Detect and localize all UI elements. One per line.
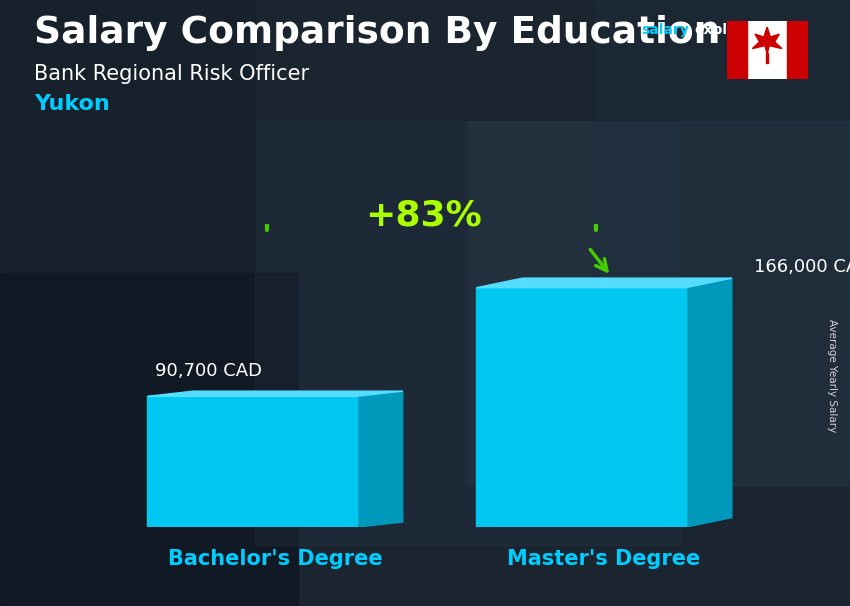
Bar (727, 21, 747, 79)
Bar (0, 273, 298, 606)
Polygon shape (686, 278, 732, 527)
Text: salary: salary (642, 23, 689, 37)
Text: explorer.com: explorer.com (694, 23, 796, 37)
Text: Average Yearly Salary: Average Yearly Salary (827, 319, 837, 432)
Bar (147, 396, 357, 527)
Text: 166,000 CAD: 166,000 CAD (754, 258, 850, 276)
Text: Bank Regional Risk Officer: Bank Regional Risk Officer (34, 64, 309, 84)
Text: +83%: +83% (366, 199, 482, 233)
Polygon shape (147, 391, 403, 396)
Text: Bachelor's Degree: Bachelor's Degree (167, 549, 382, 569)
Bar (468, 121, 850, 485)
Bar (0, 0, 255, 273)
Bar (766, 53, 768, 63)
Text: Master's Degree: Master's Degree (507, 549, 700, 569)
Text: Yukon: Yukon (34, 94, 110, 114)
Bar (255, 121, 680, 545)
Bar (595, 0, 850, 303)
Polygon shape (476, 278, 732, 288)
Bar (787, 21, 808, 79)
Text: Salary Comparison By Education: Salary Comparison By Education (34, 15, 720, 51)
Bar (476, 288, 686, 527)
Text: 90,700 CAD: 90,700 CAD (155, 362, 262, 381)
Polygon shape (357, 391, 403, 527)
Polygon shape (752, 27, 782, 55)
